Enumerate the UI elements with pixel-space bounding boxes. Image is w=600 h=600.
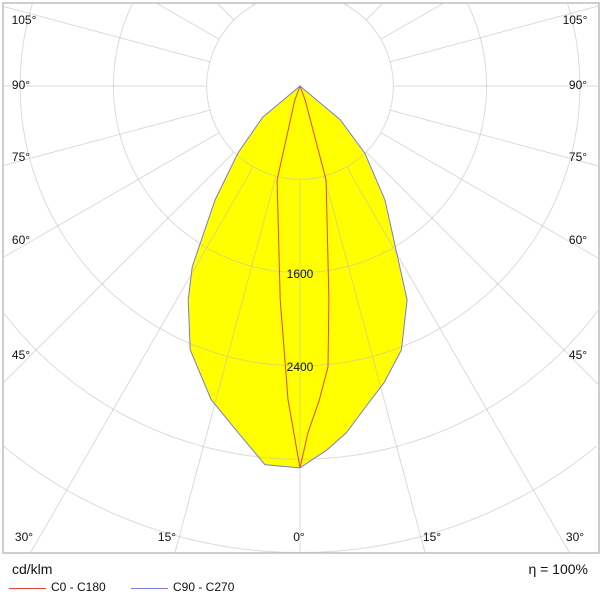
legend-line-c0-c180 [9, 588, 46, 589]
angle-label: 30° [565, 530, 585, 544]
unit-label: cd/klm [12, 561, 53, 577]
angle-label: 45° [568, 348, 588, 362]
grid-radial-line [2, 5, 211, 63]
grid-radial-line [365, 2, 384, 21]
grid-radial-line [365, 151, 600, 386]
grid-radial-line [2, 151, 235, 384]
grid-radial-line [155, 2, 220, 40]
grid-radial-line [2, 132, 220, 258]
efficiency-label: η = 100% [528, 561, 588, 577]
angle-label: 75° [568, 150, 588, 164]
legend-line-c90-c270 [131, 588, 168, 589]
grid-radial-line [29, 166, 254, 554]
angle-label: 0° [293, 530, 305, 544]
grid-radial-line [389, 109, 600, 167]
legend-label-c0-c180: C0 - C180 [51, 580, 106, 594]
series-curve-c90-c270 [187, 85, 408, 469]
grid-radial-line [323, 175, 426, 554]
angle-label: 45° [11, 348, 31, 362]
grid-radial-line [174, 175, 277, 554]
radial-label-2400: 2400 [286, 360, 314, 374]
grid-circle-1600 [112, 3, 488, 274]
angle-label: 75° [11, 150, 31, 164]
angle-label: 15° [422, 530, 442, 544]
grid-radial-line [346, 166, 571, 554]
grid-radial-line [389, 5, 600, 63]
grid-circle-2400 [19, 4, 581, 367]
legend-label-c90-c270: C90 - C270 [173, 580, 235, 594]
grid-radial-line [2, 109, 211, 167]
angle-label: 105° [562, 13, 588, 27]
grid-radial-line [380, 2, 445, 40]
grid-circle-800 [206, 2, 394, 180]
angle-label: 60° [11, 233, 31, 247]
plot-frame [2, 2, 600, 554]
angle-label: 30° [14, 530, 34, 544]
grid-radial-line [380, 132, 600, 260]
grid-circle-4000 [2, 445, 598, 553]
grid-radial-line [216, 2, 235, 21]
angle-label: 60° [568, 233, 588, 247]
angle-label: 90° [568, 78, 588, 92]
grid-circle-3200 [3, 310, 599, 460]
series-curve-c0-c180 [276, 84, 330, 469]
angle-label: 90° [11, 78, 31, 92]
angle-label: 15° [157, 530, 177, 544]
radial-label-1600: 1600 [286, 267, 314, 281]
angle-label: 105° [11, 13, 37, 27]
series-fill-1 [188, 86, 408, 468]
